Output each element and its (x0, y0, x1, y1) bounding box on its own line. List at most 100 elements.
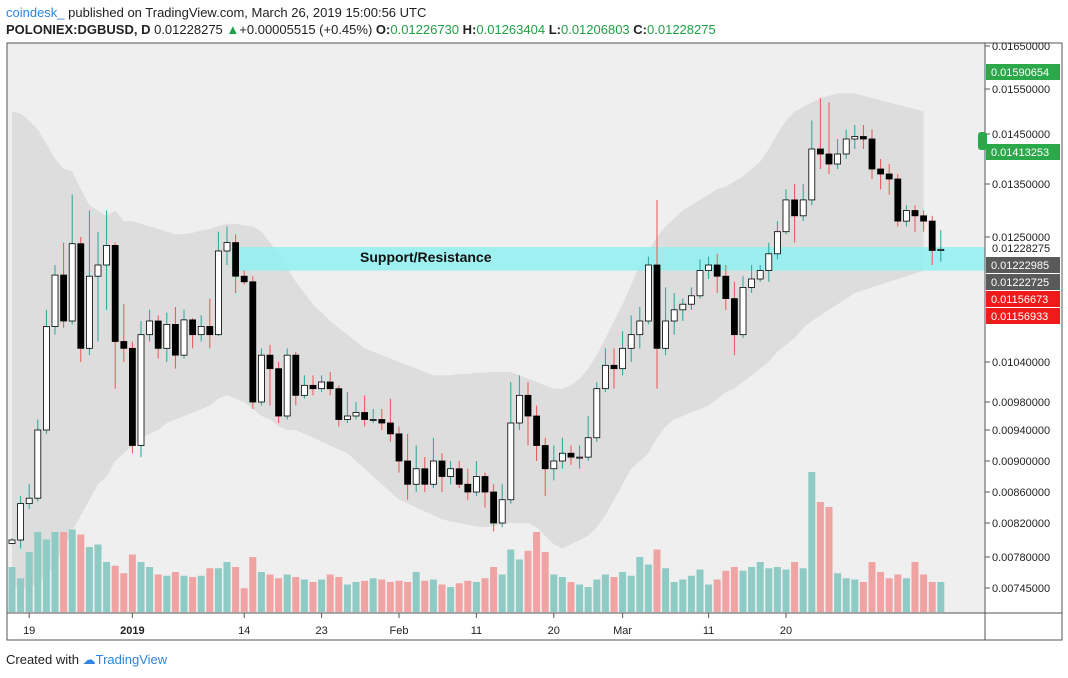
volume-bar (705, 584, 713, 612)
volume-bar (687, 575, 695, 612)
price-tag (986, 291, 1060, 307)
volume-bar (429, 579, 437, 612)
chart-frame (6, 42, 1063, 641)
candle-body (817, 148, 824, 155)
price-tick-label: 0.00780000 (992, 552, 1050, 564)
volume-bar (481, 578, 489, 612)
volume-bar (825, 507, 833, 612)
candle-body (799, 199, 807, 217)
candle-body (593, 388, 601, 439)
candle-body (782, 199, 790, 233)
volume-bar (902, 578, 910, 612)
candle-body (343, 415, 351, 420)
price-chart[interactable]: Support/Resistance 0.016500000.015500000… (0, 0, 1068, 646)
candle-body (713, 264, 721, 277)
volume-bar (584, 587, 592, 612)
volume-bar (765, 568, 773, 612)
volume-bar (232, 567, 240, 612)
volume-bar (60, 532, 68, 612)
tradingview-logo-icon: ☁ (82, 652, 96, 667)
volume-bar (464, 580, 472, 612)
candle-body (524, 394, 532, 417)
volume-bar (791, 562, 799, 612)
price-tag-label: 0.01156933 (991, 311, 1048, 323)
tradingview-link[interactable]: TradingView (95, 652, 168, 667)
volume-bar (601, 574, 609, 612)
volume-bar (189, 577, 197, 612)
volume-bar (472, 582, 480, 612)
volume-bar (318, 579, 326, 612)
volume-bar (404, 582, 412, 612)
volume-bar (928, 582, 936, 612)
candle-body (103, 244, 110, 266)
alert-marker[interactable] (978, 132, 987, 150)
candle-body (928, 220, 936, 251)
candle-body (825, 153, 833, 165)
candle-body (137, 334, 145, 446)
candle-body (808, 148, 816, 201)
price-tag (986, 257, 1060, 273)
volume-bar (369, 578, 377, 612)
candle-body (447, 468, 455, 477)
candle-body (386, 422, 394, 435)
open-value: 0.01226730 (390, 22, 460, 37)
price-tick-label: 0.00860000 (992, 487, 1050, 499)
candle-body (412, 468, 420, 485)
candle-body (739, 286, 747, 336)
volume-bars (8, 472, 945, 612)
volume-bar (249, 557, 257, 612)
candle-body (705, 264, 712, 271)
volume-bar (894, 574, 902, 612)
volume-bar (180, 575, 188, 612)
volume-bar (696, 569, 704, 612)
candle-body (756, 270, 764, 280)
candle-body (748, 278, 755, 288)
support-resistance-label: Support/Resistance (360, 249, 492, 265)
candle-body (455, 468, 463, 485)
close-label: C: (633, 22, 648, 37)
volume-bar (283, 574, 291, 612)
candle-body (602, 364, 609, 390)
volume-bar (223, 562, 231, 612)
candle-body (559, 452, 566, 462)
price-axis[interactable]: 0.01650000 0.01550000 0.01450000 0.01350000… (985, 41, 1050, 595)
volume-bar (412, 572, 420, 612)
volume-bar (386, 582, 394, 612)
candle-body (257, 354, 265, 403)
candle-body (326, 381, 334, 390)
candle-body (94, 264, 102, 277)
price-tick-label: 0.00745000 (992, 583, 1050, 595)
volume-bar (782, 569, 790, 612)
candle-body (335, 388, 343, 420)
volume-bar (163, 575, 171, 612)
volume-bar (610, 577, 618, 612)
volume-bar (541, 552, 549, 612)
volume-bar (627, 575, 635, 612)
volume-bar (447, 587, 455, 612)
price-tick-label: 0.01040000 (992, 357, 1050, 369)
candle-body (163, 324, 171, 349)
volume-bar (593, 579, 601, 612)
volume-bar (240, 588, 248, 612)
candle-body (584, 437, 592, 458)
symbol-name: POLONIEX:DGBUSD (6, 22, 134, 37)
candle-body (688, 295, 695, 305)
volume-bar (17, 578, 25, 612)
candle-body (774, 231, 781, 255)
candle-body (834, 153, 841, 165)
candle-body (275, 368, 283, 417)
candle-body (679, 303, 687, 311)
author-link[interactable]: coindesk_ (6, 5, 65, 20)
volume-bar (51, 532, 59, 612)
volume-bar (77, 534, 85, 612)
volume-bar (361, 580, 369, 612)
high-label: H: (462, 22, 477, 37)
volume-bar (94, 544, 102, 612)
price-tag-label: 0.01222985 (991, 260, 1049, 272)
candle-body (851, 136, 859, 140)
low-label: L: (548, 22, 561, 37)
time-axis[interactable]: 19 2019 14 23 Feb 11 20 Mar 11 20 (23, 613, 792, 637)
volume-bar (877, 572, 885, 612)
candle-body (731, 298, 738, 336)
candle-body (292, 354, 300, 396)
